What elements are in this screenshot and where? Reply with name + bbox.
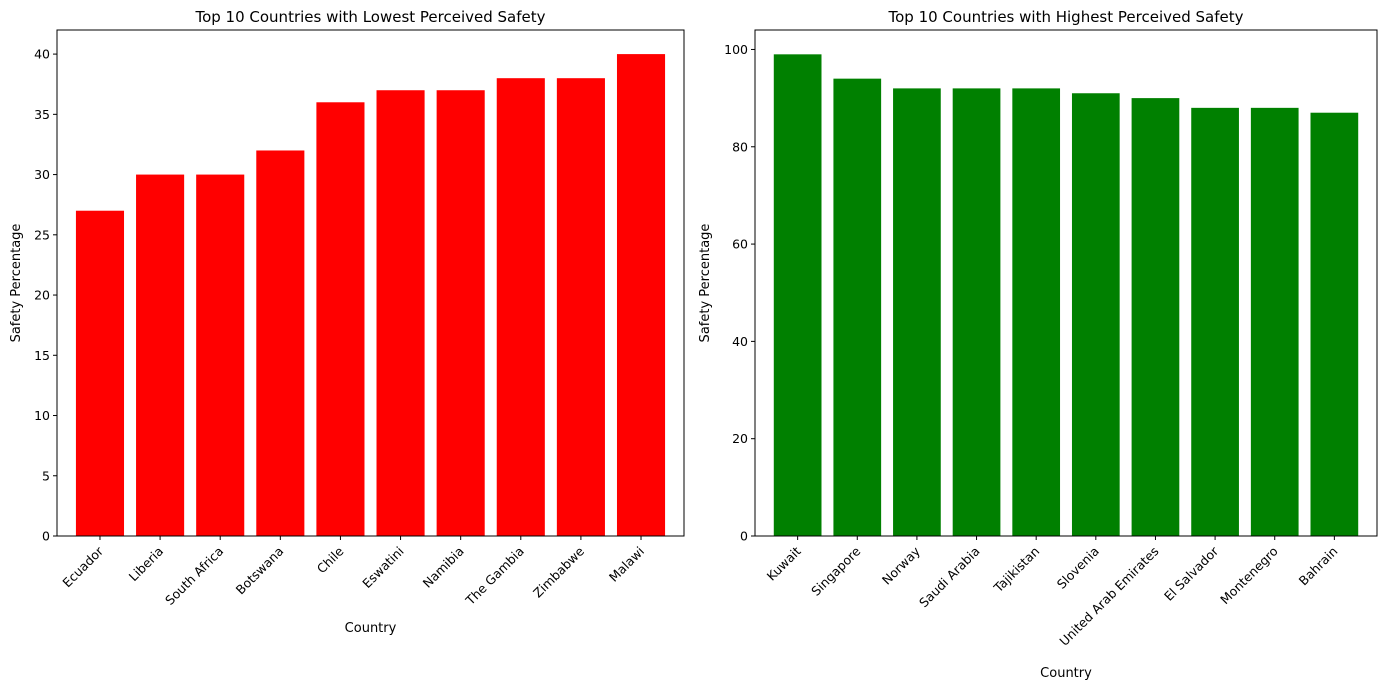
y-tick-label: 15 [34,348,50,363]
y-tick-label: 10 [34,408,50,423]
chart-title: Top 10 Countries with Highest Perceived … [888,8,1244,26]
y-tick-label: 40 [732,334,748,349]
y-axis-label: Safety Percentage [698,224,713,343]
x-tick-label: Namibia [420,544,467,591]
chart-title: Top 10 Countries with Lowest Perceived S… [194,8,545,26]
highest-safety-chart: Top 10 Countries with Highest Perceived … [698,8,1378,681]
bar [1071,93,1120,536]
x-tick-label: South Africa [162,544,226,608]
plot-frame [56,29,685,537]
y-tick-label: 30 [34,167,50,182]
y-tick-label: 5 [42,468,50,483]
y-tick-label: 40 [34,47,50,62]
bar [1131,98,1180,536]
x-tick-label: Liberia [126,544,167,585]
x-tick-label: Norway [879,543,924,588]
x-tick-label: The Gambia [462,544,527,609]
x-tick-label: Kuwait [764,543,804,583]
x-tick-label: Ecuador [59,543,106,590]
y-tick-label: 100 [724,42,748,57]
x-tick-label: Slovenia [1054,544,1102,592]
x-tick-label: Zimbabwe [530,543,587,600]
x-tick-label: Tajikistan [990,544,1042,596]
bar [556,78,605,536]
y-tick-label: 20 [732,431,748,446]
bar [1191,107,1239,536]
bar [773,54,822,536]
y-axis: 0 5 10 15 20 25 30 35 40 [34,47,57,544]
bar [952,88,1001,536]
x-tick-label: Chile [314,543,347,576]
bar [436,90,485,536]
lowest-safety-chart: Top 10 Countries with Lowest Perceived S… [9,8,685,636]
y-tick-label: 0 [42,529,50,544]
x-tick-label: El Salvador [1161,543,1222,604]
x-tick-label: Saudi Arabia [916,544,983,611]
bar [893,88,941,536]
x-tick-label: Montenegro [1217,544,1281,608]
y-axis-label: Safety Percentage [9,224,24,343]
bar [496,78,545,536]
x-tick-label: Bahrain [1296,544,1341,589]
y-axis: 0 20 40 60 80 100 [724,42,755,544]
y-tick-label: 20 [34,288,50,303]
bar [196,174,245,537]
bar [136,174,185,537]
bar [1250,107,1299,536]
bar [1310,112,1359,536]
x-axis-label: Country [1040,666,1092,681]
x-tick-label: Malawi [606,544,647,585]
x-tick-label: United Arab Emirates [1056,544,1161,649]
y-tick-label: 25 [34,227,50,242]
x-tick-label: Eswatini [359,544,406,591]
x-axis-label: Country [345,621,397,636]
y-tick-label: 60 [732,237,748,252]
y-tick-label: 0 [740,529,748,544]
bar [1012,88,1061,536]
bar [616,54,666,536]
bar [75,210,125,536]
y-tick-label: 35 [34,107,50,122]
x-tick-label: Botswana [233,544,287,598]
bar [316,102,365,537]
bar [376,90,425,536]
y-tick-label: 80 [732,139,748,154]
bar-series [75,54,666,537]
x-tick-label: Singapore [808,543,863,598]
plot-frame [754,29,1378,537]
bar-series [773,54,1359,537]
bar [833,78,882,537]
bar [256,150,305,536]
